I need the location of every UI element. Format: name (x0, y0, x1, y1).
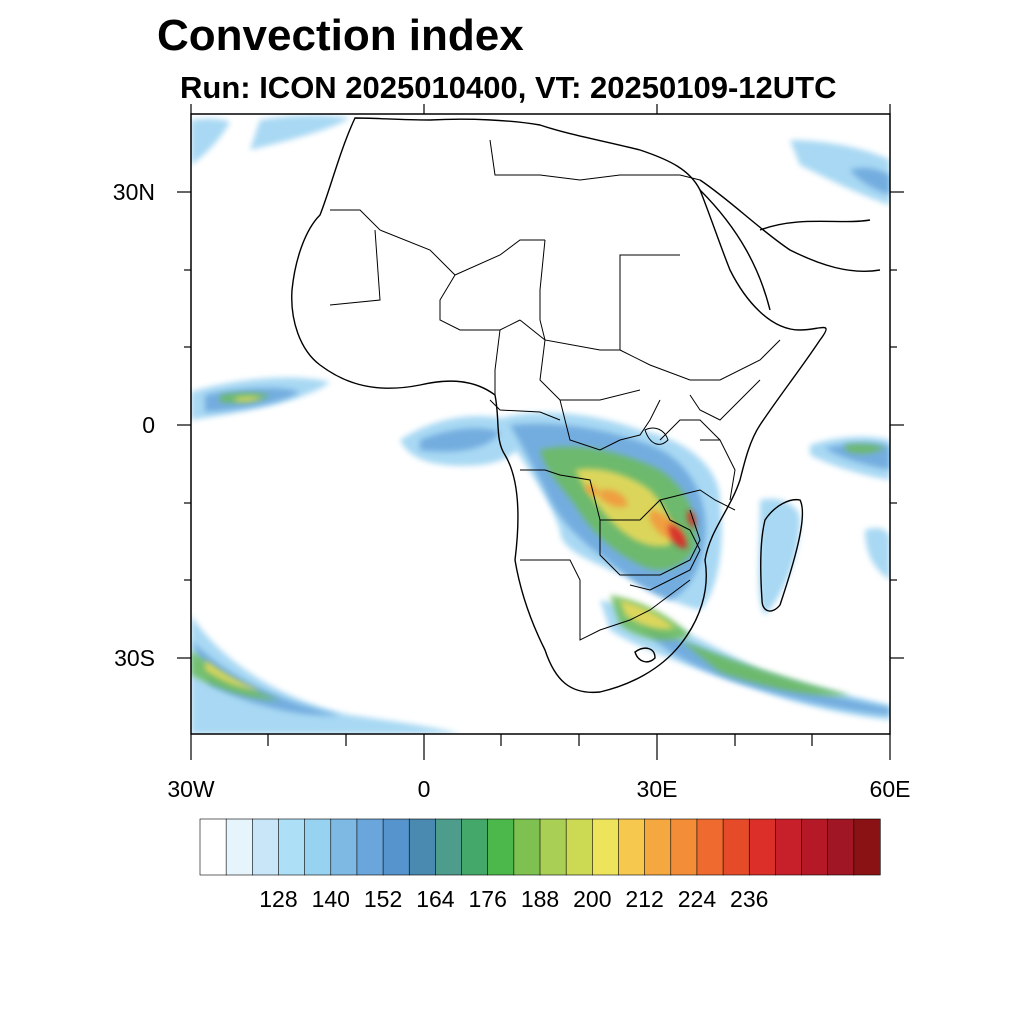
colorbar-swatch (775, 818, 803, 876)
colorbar-swatch (408, 818, 436, 876)
lat-label-30n: 30N (112, 179, 155, 205)
colorbar-label: 152 (363, 886, 403, 912)
colorbar-swatch (853, 818, 881, 876)
colorbar-swatch (278, 818, 306, 876)
country-borders (329, 139, 781, 641)
colorbar-swatch (330, 818, 358, 876)
colorbar-swatch (670, 818, 698, 876)
colorbar-label: 176 (468, 886, 507, 912)
lat-label-30s: 30S (114, 645, 155, 671)
lon-label-30e: 30E (636, 776, 678, 802)
map-frame (190, 113, 891, 735)
colorbar-swatch (461, 818, 489, 876)
colorbar-swatch (592, 818, 620, 876)
colorbar-label: 140 (311, 886, 350, 912)
map-title: Convection index (157, 11, 524, 60)
map-subtitle: Run: ICON 2025010400, VT: 20250109-12UTC (180, 70, 837, 105)
colorbar-label: 164 (416, 886, 455, 912)
colorbar-swatch (644, 818, 672, 876)
colorbar-swatch (696, 818, 724, 876)
colorbar-swatch (618, 818, 646, 876)
lat-label-0: 0 (142, 412, 155, 438)
colorbar-swatch (199, 818, 227, 876)
colorbar (199, 818, 881, 876)
colorbar-swatch (225, 818, 253, 876)
coastlines (291, 117, 881, 694)
lon-label-0: 0 (417, 776, 431, 802)
colorbar-label: 188 (520, 886, 560, 912)
colorbar-swatch (487, 818, 515, 876)
colorbar-swatch (539, 818, 567, 876)
colorbar-swatch (513, 818, 541, 876)
colorbar-swatch (801, 818, 829, 876)
colorbar-swatch (435, 818, 463, 876)
colorbar-swatch (565, 818, 593, 876)
colorbar-swatch (304, 818, 332, 876)
colorbar-label: 128 (259, 886, 298, 912)
lon-label-30w: 30W (167, 776, 215, 802)
colorbar-swatch (748, 818, 776, 876)
colorbar-label: 212 (625, 886, 664, 912)
colorbar-swatch (356, 818, 384, 876)
colorbar-swatch (252, 818, 280, 876)
colorbar-swatch (827, 818, 855, 876)
colorbar-label: 236 (730, 886, 769, 912)
colorbar-swatch (382, 818, 410, 876)
colorbar-label: 224 (677, 886, 717, 912)
axis-ticks (177, 104, 904, 760)
convection-field (191, 115, 890, 734)
lon-label-60e: 60E (869, 776, 911, 802)
colorbar-swatch (722, 818, 750, 876)
colorbar-label: 200 (573, 886, 612, 912)
